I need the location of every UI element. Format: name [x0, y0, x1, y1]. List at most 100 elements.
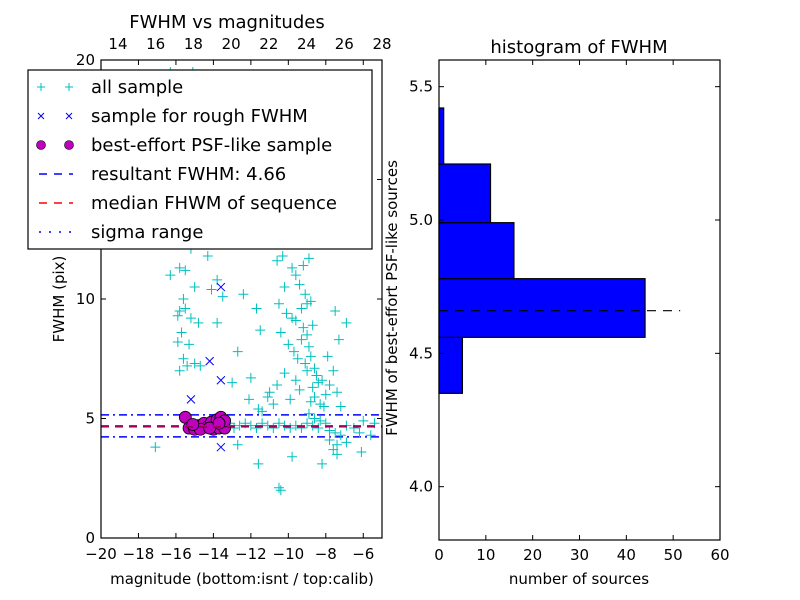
scatter-plot-area: [101, 66, 382, 496]
all-sample-point: [296, 334, 307, 345]
all-sample-point: [273, 298, 284, 309]
y-tick-label: 10: [76, 290, 95, 308]
all-sample-point: [303, 253, 314, 264]
top-x-tick-label: 28: [372, 35, 391, 53]
all-sample-point: [354, 427, 365, 438]
x-tick-label: −10: [273, 545, 305, 563]
scatter-title: FWHM vs magnitudes: [129, 12, 324, 33]
all-sample-point: [272, 255, 283, 266]
all-sample-point: [202, 250, 213, 261]
all-sample-point: [206, 284, 217, 295]
all-sample-point: [262, 391, 273, 402]
rough-sample-point: [216, 442, 226, 452]
histogram-title: histogram of FWHM: [490, 37, 667, 58]
legend-entry: all sample: [37, 77, 183, 98]
all-sample-point: [172, 337, 183, 348]
all-sample-point: [290, 270, 301, 281]
legend-label: sigma range: [91, 222, 203, 243]
all-sample-point: [176, 327, 187, 338]
histogram-bar: [438, 222, 515, 280]
legend-label: sample for rough FWHM: [91, 106, 308, 127]
all-sample-point: [287, 451, 298, 462]
scatter-top-ticks: 14 16 18 20 22 24 26 28: [108, 35, 391, 53]
all-sample-point: [341, 437, 352, 448]
all-sample-point: [178, 353, 189, 364]
histogram-x-label: number of sources: [509, 570, 649, 588]
all-sample-point: [317, 375, 328, 386]
legend-label: all sample: [91, 77, 183, 98]
rough-sample-point: [186, 395, 196, 404]
x-tick-label: −8: [315, 545, 337, 563]
hist-y-tick-label: 5.5: [409, 78, 433, 96]
top-x-tick-label: 20: [222, 35, 241, 53]
hist-x-tick-label: 20: [523, 546, 542, 564]
all-sample-point: [313, 423, 324, 434]
all-sample-point: [279, 368, 290, 379]
all-sample-point: [292, 353, 303, 364]
top-x-tick-label: 14: [108, 35, 127, 53]
all-sample-point: [348, 423, 359, 434]
hist-x-tick-label: 10: [476, 546, 495, 564]
all-sample-point: [165, 270, 176, 281]
all-sample-point: [178, 294, 189, 304]
all-sample-point: [268, 399, 279, 410]
legend-circle-marker: [64, 140, 74, 150]
all-sample-point: [195, 360, 206, 371]
all-sample-point: [328, 365, 339, 376]
all-sample-point: [180, 303, 191, 314]
all-sample-point: [272, 380, 283, 391]
all-sample-point: [189, 358, 200, 369]
all-sample-point: [356, 446, 367, 457]
legend-circle-marker: [36, 140, 46, 150]
all-sample-point: [287, 262, 298, 273]
all-sample-point: [189, 282, 200, 293]
all-sample-point: [307, 320, 318, 331]
all-sample-point: [273, 418, 284, 429]
x-tick-label: −20: [85, 545, 117, 563]
rough-sample-point: [205, 356, 215, 366]
legend-label: best-effort PSF-like sample: [91, 135, 332, 156]
all-sample-point: [298, 260, 309, 271]
all-sample-point: [257, 406, 268, 417]
histogram-bar: [438, 163, 492, 224]
all-sample-point: [245, 372, 256, 383]
all-sample-point: [253, 458, 264, 469]
all-sample-point: [184, 339, 195, 350]
all-sample-point: [302, 418, 313, 429]
all-sample-point: [287, 313, 298, 324]
x-tick-label: −16: [160, 545, 192, 563]
all-sample-point: [341, 317, 352, 328]
all-sample-point: [285, 394, 296, 405]
top-x-tick-label: 18: [184, 35, 203, 53]
all-sample-point: [324, 435, 335, 446]
all-sample-point: [251, 423, 262, 434]
all-sample-point: [317, 458, 328, 469]
all-sample-point: [305, 351, 316, 362]
rough-sample-point: [216, 282, 226, 292]
rough-sample-point: [216, 375, 226, 385]
all-sample-point: [185, 313, 196, 324]
scatter-x-label: magnitude (bottom:isnt / top:calib): [110, 570, 374, 588]
histogram-bar: [438, 278, 646, 338]
all-sample-point: [290, 375, 301, 386]
all-sample-point: [298, 322, 309, 333]
all-sample-point: [333, 334, 344, 345]
legend-entry: sample for rough FWHM: [37, 106, 308, 127]
all-sample-point: [180, 265, 191, 276]
all-sample-point: [283, 339, 294, 350]
all-sample-point: [358, 415, 369, 426]
legend-entry: sigma range: [39, 222, 203, 243]
all-sample-point: [303, 341, 314, 352]
top-x-tick-label: 16: [146, 35, 165, 53]
legend-x-marker: [65, 112, 73, 120]
histogram-y-label: FWHM of best-effort PSF-like sources: [383, 160, 401, 436]
legend-entry: resultant FWHM: 4.66: [39, 164, 286, 185]
x-tick-label: −18: [123, 545, 155, 563]
legend: all sample sample for rough FWHM best-effo…: [27, 69, 373, 250]
x-tick-label: −6: [352, 545, 374, 563]
all-sample-point: [281, 308, 292, 319]
scatter-panel: FWHM vs magnitudes −20 −18 −16 −14 −12 −10 −8−…: [27, 12, 392, 588]
all-sample-point: [330, 427, 341, 438]
all-sample-point: [238, 289, 249, 300]
